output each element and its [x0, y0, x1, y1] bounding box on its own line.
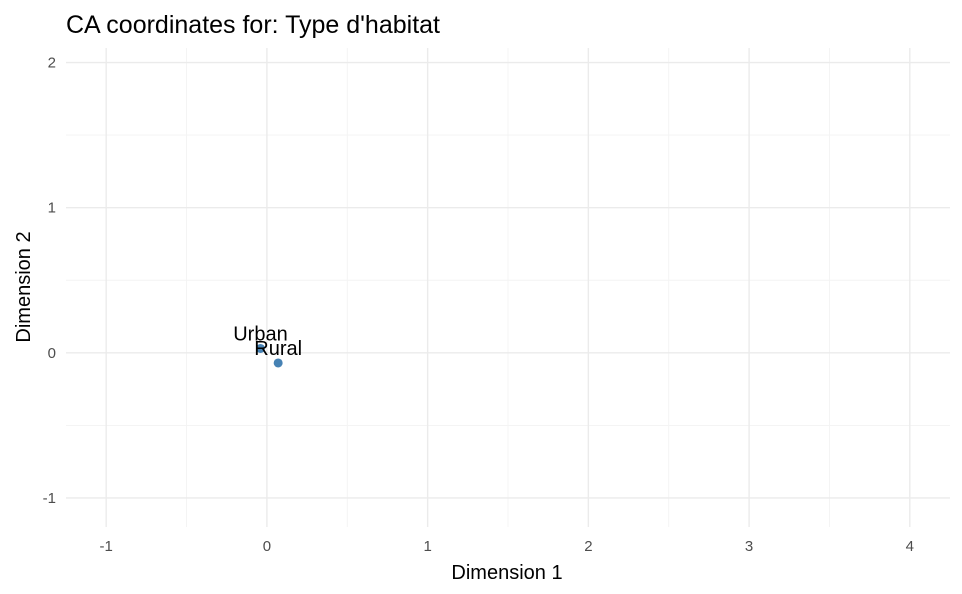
data-point-rural	[273, 358, 283, 368]
data-point-urban	[255, 343, 265, 353]
x-tick-label: 3	[745, 538, 753, 555]
y-tick-label: 0	[48, 345, 56, 362]
x-tick-label: -1	[100, 538, 113, 555]
y-axis-title: Dimension 2	[13, 231, 35, 342]
x-tick-label: 1	[423, 538, 431, 555]
y-axis-ticks: -1 0 1 2	[43, 55, 56, 507]
x-tick-label: 0	[263, 538, 271, 555]
x-tick-label: 2	[584, 538, 592, 555]
data-points	[255, 343, 283, 368]
point-label-urban: Urban	[233, 323, 287, 345]
x-axis-title: Dimension 1	[451, 562, 562, 584]
point-label-rural: Rural	[254, 338, 302, 360]
y-tick-label: 2	[48, 55, 56, 72]
x-tick-label: 4	[906, 538, 914, 555]
chart-title: CA coordinates for: Type d'habitat	[66, 11, 440, 39]
y-tick-label: 1	[48, 200, 56, 217]
y-tick-label: -1	[43, 490, 56, 507]
x-axis-ticks: -1 0 1 2 3 4	[100, 538, 914, 555]
grid	[66, 48, 950, 527]
